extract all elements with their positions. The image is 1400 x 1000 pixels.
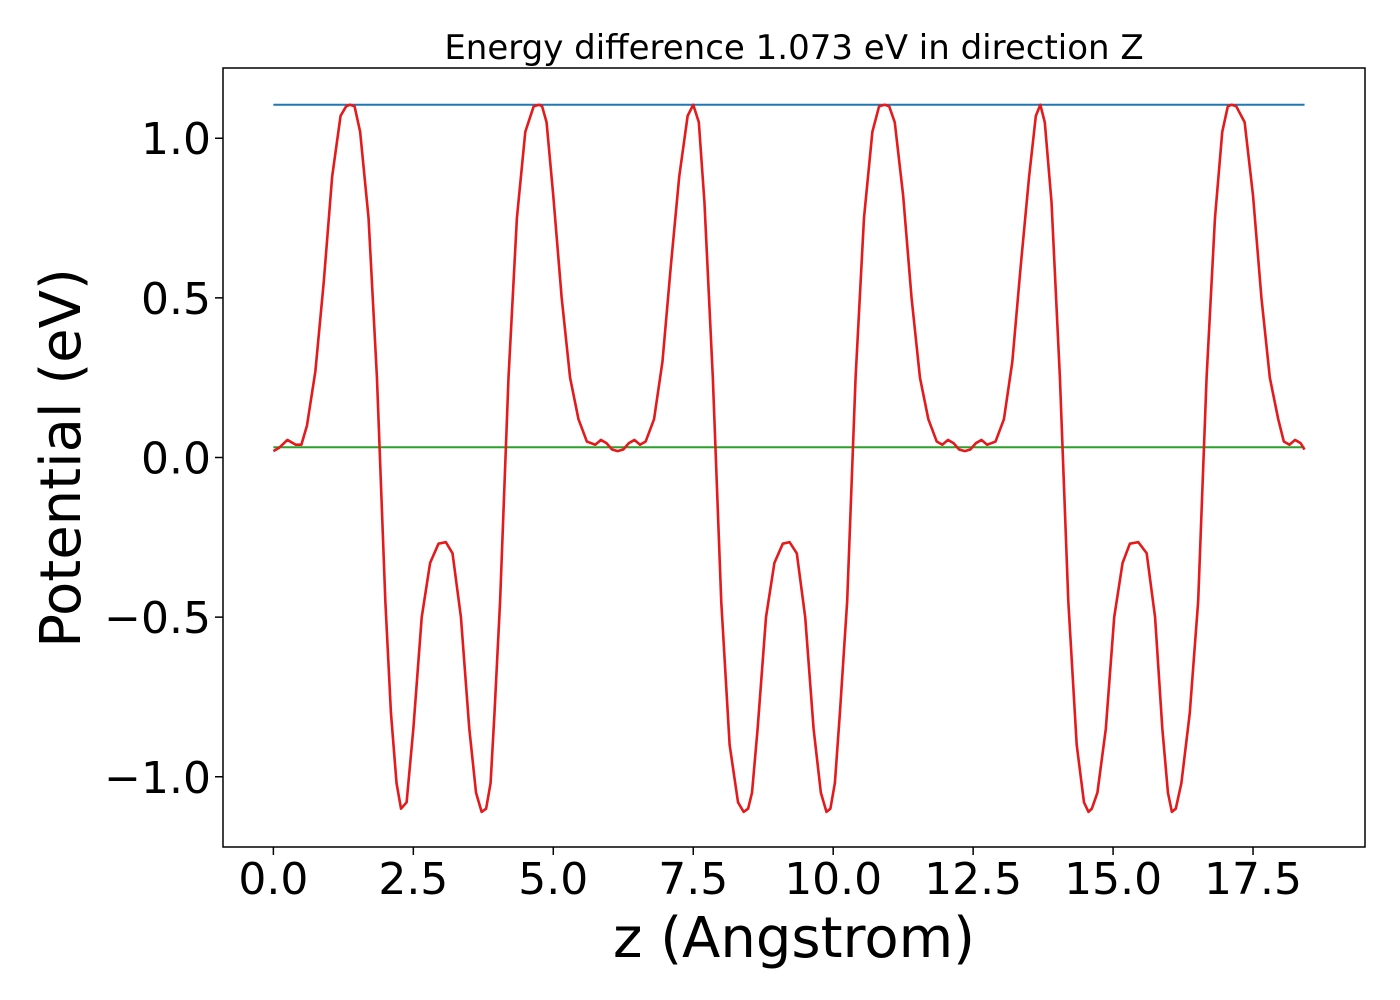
x-tick-label: 10.0 — [784, 854, 882, 905]
plot-frame — [222, 67, 1366, 848]
x-tick-label: 5.0 — [518, 854, 588, 905]
y-tick-label: −1.0 — [104, 753, 211, 804]
x-tick-label: 17.5 — [1204, 854, 1302, 905]
y-tick-label: 1.0 — [141, 114, 211, 165]
x-tick-label: 2.5 — [378, 854, 448, 905]
x-tick-label: 0.0 — [238, 854, 308, 905]
x-tick-label: 7.5 — [658, 854, 728, 905]
y-tick-label: 0.0 — [141, 434, 211, 485]
y-tick-label: 0.5 — [141, 274, 211, 325]
tick-layer: 0.0 2.5 5.0 7.5 10.0 12.5 15.0 17.5 −1.0 −0.5 0.0 0… — [104, 114, 1302, 905]
series-line-2 — [272, 103, 1306, 814]
x-axis-label: z (Angstrom) — [613, 906, 975, 971]
y-axis-label: Potential (eV) — [29, 268, 94, 648]
y-tick-label: −0.5 — [104, 593, 211, 644]
series-layer — [272, 103, 1306, 814]
x-tick-label: 15.0 — [1064, 854, 1162, 905]
chart-title: Energy difference 1.073 eV in direction … — [444, 28, 1143, 68]
x-tick-label: 12.5 — [924, 854, 1022, 905]
